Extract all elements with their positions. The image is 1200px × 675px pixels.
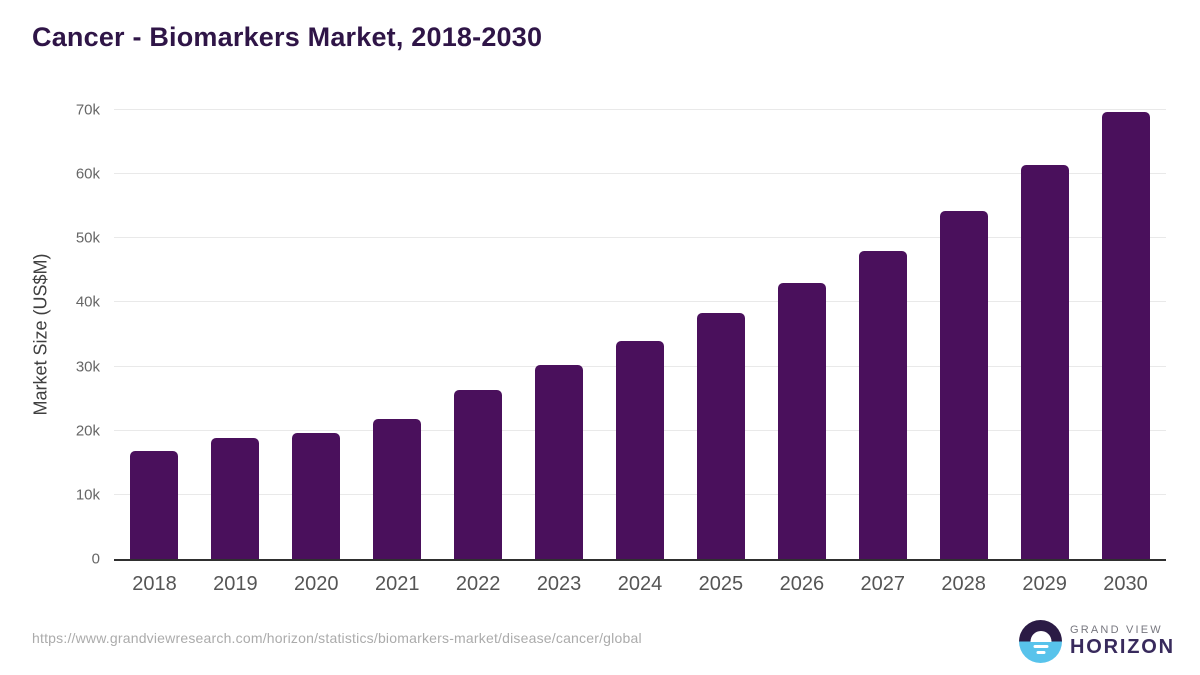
bar-2027[interactable]	[858, 251, 907, 559]
logo-text: GRAND VIEW HORIZON	[1070, 624, 1175, 660]
bars-layer: 2018 2019 2020 2021 2022 2023 2024 2025 2026 2027…	[114, 110, 1166, 595]
y-axis-title-text: Market Size (US$M)	[30, 253, 51, 416]
bar-2020[interactable]	[292, 433, 341, 559]
bar-2025[interactable]	[696, 313, 745, 559]
y-tick-label-60k: 60k	[75, 165, 100, 183]
y-tick-label-30k: 30k	[75, 358, 100, 376]
bar-2021[interactable]	[373, 419, 422, 559]
x-tick-label-2021: 2021	[374, 573, 420, 595]
plot-area: 0 10k 20k 30k 40k 50k 60k 70k 2018 2019 2020 2021 2…	[76, 102, 1166, 595]
x-tick-label-2027: 2027	[860, 573, 906, 595]
bar-2022[interactable]	[454, 390, 503, 559]
bar-2026[interactable]	[777, 282, 826, 559]
bar-column-2026: 2026	[761, 110, 842, 595]
x-tick-label-2029: 2029	[1022, 573, 1067, 595]
bar-2023[interactable]	[535, 365, 584, 559]
x-tick-label-2025: 2025	[698, 573, 744, 595]
horizon-sunrise-circle-icon	[1019, 620, 1062, 663]
x-tick-label-2022: 2022	[455, 573, 501, 595]
y-tick-label-40k: 40k	[75, 293, 100, 311]
sun-dome-shape	[1030, 630, 1051, 642]
y-tick-label-10k: 10k	[75, 486, 100, 504]
bar-2028[interactable]	[939, 211, 988, 559]
gridline-50k	[114, 237, 1166, 239]
x-tick-label-2018: 2018	[132, 573, 177, 595]
bar-2018[interactable]	[130, 451, 179, 559]
source-url: https://www.grandviewresearch.com/horizo…	[32, 630, 642, 646]
x-tick-label-2020: 2020	[294, 573, 339, 595]
bar-column-2023: 2023	[519, 110, 600, 595]
logo-brand-name: GRAND VIEW	[1070, 623, 1163, 636]
bar-column-2020: 2020	[276, 110, 357, 595]
x-tick-label-2023: 2023	[536, 573, 582, 595]
bar-2024[interactable]	[615, 340, 664, 559]
bar-2030[interactable]	[1101, 111, 1150, 559]
y-tick-label-50k: 50k	[75, 229, 100, 247]
bar-column-2021: 2021	[357, 110, 438, 595]
bar-column-2022: 2022	[438, 110, 519, 595]
horizon-reflection-line	[1033, 645, 1048, 648]
y-tick-label-20k: 20k	[75, 422, 100, 440]
gridline-60k	[114, 173, 1166, 175]
y-tick-label-70k: 70k	[75, 101, 100, 119]
y-tick-label-0: 0	[91, 550, 100, 568]
horizon-reflection-line	[1036, 651, 1045, 654]
grand-view-horizon-logo: GRAND VIEW HORIZON	[1019, 620, 1175, 663]
logo-product-name: HORIZON	[1070, 636, 1175, 659]
bar-2019[interactable]	[211, 437, 260, 559]
bar-column-2028: 2028	[923, 110, 1004, 595]
bar-column-2029: 2029	[1004, 110, 1085, 595]
x-tick-label-2030: 2030	[1103, 573, 1148, 595]
gridline-40k	[114, 301, 1166, 303]
bar-2029[interactable]	[1020, 164, 1069, 559]
bar-column-2019: 2019	[195, 110, 276, 595]
bar-column-2024: 2024	[600, 110, 681, 595]
x-tick-label-2026: 2026	[779, 573, 825, 595]
bar-column-2030: 2030	[1085, 110, 1166, 595]
bar-column-2027: 2027	[842, 110, 923, 595]
x-tick-label-2024: 2024	[617, 573, 663, 595]
y-axis-title: Market Size (US$M)	[30, 110, 52, 559]
bar-column-2025: 2025	[680, 110, 761, 595]
bar-column-2018: 2018	[114, 110, 195, 595]
gridline-70k	[114, 109, 1166, 110]
x-tick-label-2028: 2028	[941, 573, 986, 595]
x-tick-label-2019: 2019	[213, 573, 258, 595]
chart-title: Cancer - Biomarkers Market, 2018-2030	[32, 22, 543, 52]
